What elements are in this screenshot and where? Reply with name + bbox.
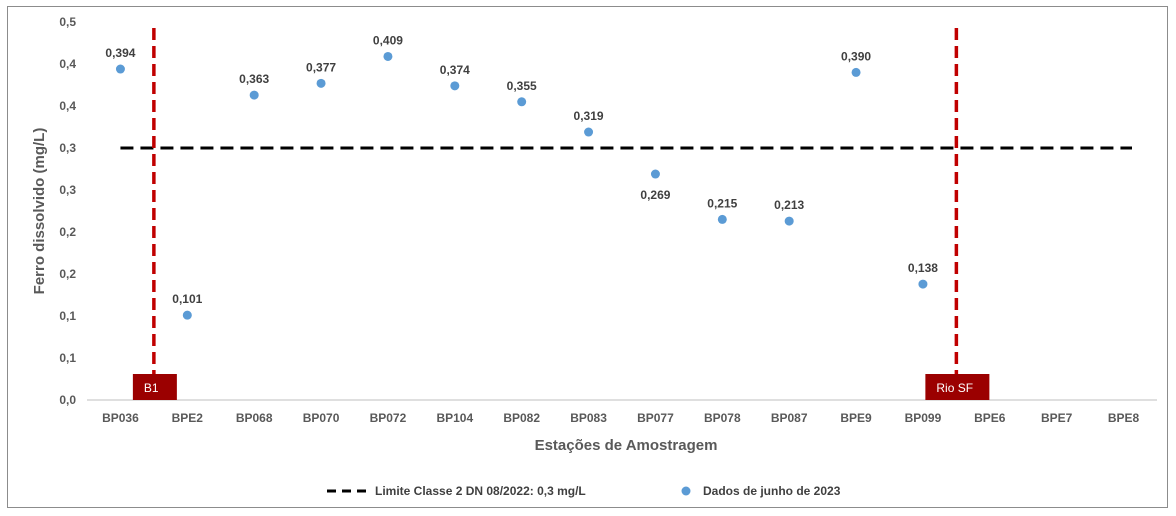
x-tick-label: BP099	[905, 411, 942, 425]
x-tick-label: BP083	[570, 411, 607, 425]
y-tick-label: 0,2	[59, 267, 76, 281]
x-axis-title: Estações de Amostragem	[535, 437, 718, 454]
legend-series-label: Dados de junho de 2023	[703, 484, 841, 498]
y-axis-ticks: 0,0 0,1 0,1 0,2 0,2 0,3 0,3 0,4 0,4 0,5	[59, 15, 76, 407]
x-tick-label: BP036	[102, 411, 139, 425]
data-label: 0,138	[908, 261, 938, 275]
chart-frame	[7, 6, 1168, 508]
data-point	[316, 78, 326, 88]
data-point	[918, 279, 928, 289]
region-label-box	[925, 374, 990, 400]
region-label: Rio SF	[936, 381, 973, 395]
data-point	[182, 310, 192, 320]
data-point	[517, 97, 527, 107]
data-label: 0,269	[640, 188, 670, 202]
data-label: 0,319	[574, 109, 604, 123]
region-label: B1	[144, 381, 159, 395]
data-label: 0,390	[841, 49, 871, 63]
data-point	[115, 64, 125, 74]
y-tick-label: 0,0	[59, 393, 76, 407]
x-tick-label: BPE6	[974, 411, 1006, 425]
data-label: 0,213	[774, 198, 804, 212]
dividers: B1 Rio SF	[132, 28, 990, 400]
legend-series-swatch	[681, 486, 691, 496]
data-label: 0,377	[306, 60, 336, 74]
x-tick-label: BP068	[236, 411, 273, 425]
y-tick-label: 0,5	[59, 15, 76, 29]
x-tick-label: BP070	[303, 411, 340, 425]
x-tick-label: BPE2	[172, 411, 204, 425]
x-tick-label: BP082	[503, 411, 540, 425]
data-label: 0,101	[172, 292, 202, 306]
y-tick-label: 0,1	[59, 309, 76, 323]
data-point	[450, 81, 460, 91]
x-tick-label: BP072	[370, 411, 407, 425]
x-tick-label: BP087	[771, 411, 808, 425]
data-point	[717, 214, 727, 224]
y-tick-label: 0,2	[59, 225, 76, 239]
y-tick-label: 0,1	[59, 351, 76, 365]
data-label: 0,374	[440, 63, 470, 77]
legend: Limite Classe 2 DN 08/2022: 0,3 mg/L Dad…	[327, 484, 841, 498]
x-tick-label: BP077	[637, 411, 674, 425]
x-tick-label: BP104	[436, 411, 473, 425]
legend-reference-label: Limite Classe 2 DN 08/2022: 0,3 mg/L	[375, 484, 586, 498]
y-tick-label: 0,3	[59, 141, 76, 155]
data-point	[383, 51, 393, 61]
data-label: 0,363	[239, 72, 269, 86]
data-point	[784, 216, 794, 226]
data-point	[650, 169, 660, 179]
data-label: 0,409	[373, 33, 403, 47]
data-point	[584, 127, 594, 137]
data-points: 0,394 0,101 0,363 0,377 0,409 0,374 0,355 0,319…	[105, 33, 938, 320]
x-tick-label: BPE9	[840, 411, 872, 425]
x-tick-label: BP078	[704, 411, 741, 425]
x-axis-ticks: BP036 BPE2 BP068 BP070 BP072 BP104 BP082 BP083 B…	[102, 411, 1139, 425]
y-tick-label: 0,4	[59, 99, 76, 113]
y-tick-label: 0,3	[59, 183, 76, 197]
y-tick-label: 0,4	[59, 57, 76, 71]
y-axis-title: Ferro dissolvido (mg/L)	[31, 128, 48, 295]
data-label: 0,355	[507, 79, 537, 93]
x-tick-label: BPE8	[1108, 411, 1140, 425]
data-point	[249, 90, 259, 100]
data-point	[851, 67, 861, 77]
x-tick-label: BPE7	[1041, 411, 1073, 425]
data-label: 0,394	[105, 46, 135, 60]
region-label-box	[132, 374, 177, 400]
data-label: 0,215	[707, 196, 737, 210]
